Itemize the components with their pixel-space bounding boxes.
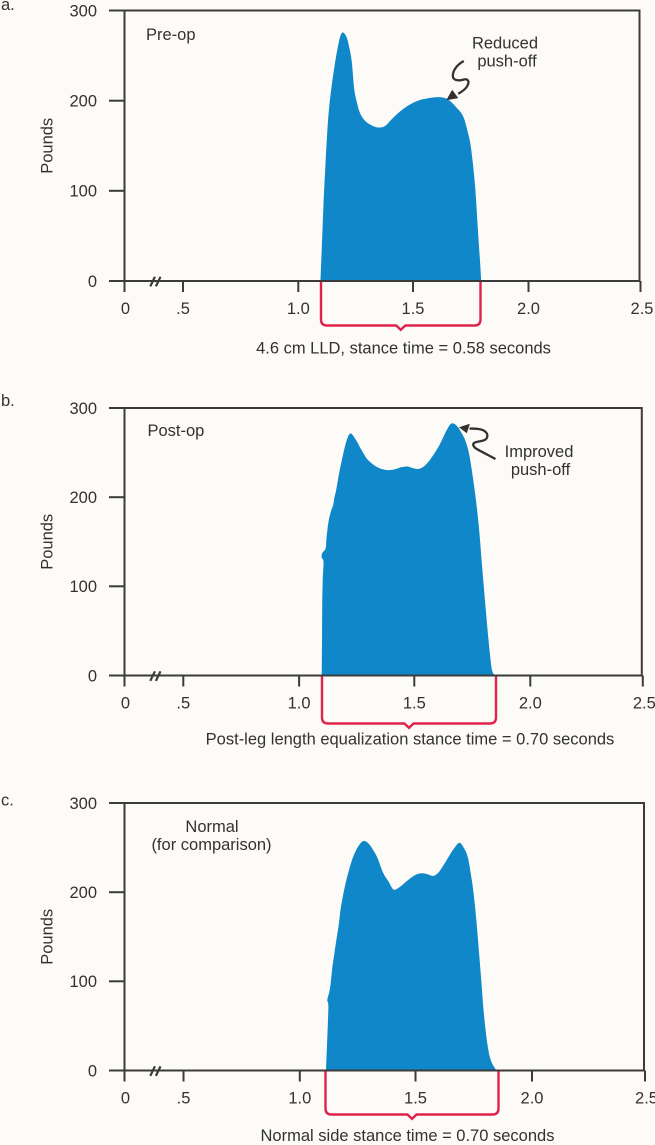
- svg-text:Pounds: Pounds: [39, 909, 57, 965]
- svg-text:1.5: 1.5: [402, 300, 425, 318]
- svg-text:0: 0: [121, 695, 130, 713]
- svg-text:2.5: 2.5: [633, 695, 655, 713]
- svg-text:Normal side stance time = 0.70: Normal side stance time = 0.70 seconds: [261, 1127, 555, 1145]
- svg-text:push-off: push-off: [511, 461, 571, 479]
- svg-text:0: 0: [121, 1090, 130, 1108]
- svg-text:4.6 cm LLD, stance time = 0.58: 4.6 cm LLD, stance time = 0.58 seconds: [256, 340, 551, 358]
- svg-text:200: 200: [69, 489, 97, 507]
- svg-text:2.5: 2.5: [631, 300, 654, 318]
- svg-text:c.: c.: [1, 792, 14, 810]
- svg-text:Pre-op: Pre-op: [146, 26, 196, 44]
- svg-text:b.: b.: [1, 392, 15, 410]
- svg-text:1.0: 1.0: [287, 300, 310, 318]
- svg-text:0: 0: [88, 1062, 97, 1080]
- svg-text:100: 100: [69, 183, 97, 201]
- svg-text:a.: a.: [1, 0, 15, 14]
- svg-text:300: 300: [69, 795, 97, 813]
- svg-text:100: 100: [69, 973, 97, 991]
- svg-text:.5: .5: [176, 300, 190, 318]
- svg-text:0: 0: [88, 273, 97, 291]
- svg-text:1.0: 1.0: [288, 1090, 311, 1108]
- svg-text:0: 0: [88, 667, 97, 685]
- svg-text:1.5: 1.5: [404, 1090, 427, 1108]
- svg-text:2.0: 2.0: [521, 1090, 544, 1108]
- svg-text:Pounds: Pounds: [39, 514, 57, 570]
- svg-text:(for comparison): (for comparison): [151, 836, 271, 854]
- svg-text:Post-leg length equalization s: Post-leg length equalization stance time…: [206, 731, 615, 749]
- svg-text:Reduced: Reduced: [472, 35, 538, 53]
- svg-text:300: 300: [69, 400, 97, 418]
- svg-text:100: 100: [69, 578, 97, 596]
- svg-text:200: 200: [69, 884, 97, 902]
- svg-text:Post-op: Post-op: [148, 422, 205, 440]
- svg-text:push-off: push-off: [477, 53, 537, 71]
- svg-text:0: 0: [121, 300, 130, 318]
- svg-text:200: 200: [69, 93, 97, 111]
- svg-text:.5: .5: [177, 1090, 191, 1108]
- svg-text:300: 300: [69, 2, 97, 20]
- svg-text:Improved: Improved: [505, 443, 574, 461]
- svg-text:Normal: Normal: [185, 818, 238, 836]
- svg-text:1.5: 1.5: [403, 695, 426, 713]
- svg-text:.5: .5: [176, 695, 190, 713]
- svg-text:1.0: 1.0: [288, 695, 311, 713]
- svg-text:2.5: 2.5: [635, 1090, 655, 1108]
- svg-text:2.0: 2.0: [519, 695, 542, 713]
- svg-text:Pounds: Pounds: [39, 118, 57, 174]
- svg-text:2.0: 2.0: [517, 300, 540, 318]
